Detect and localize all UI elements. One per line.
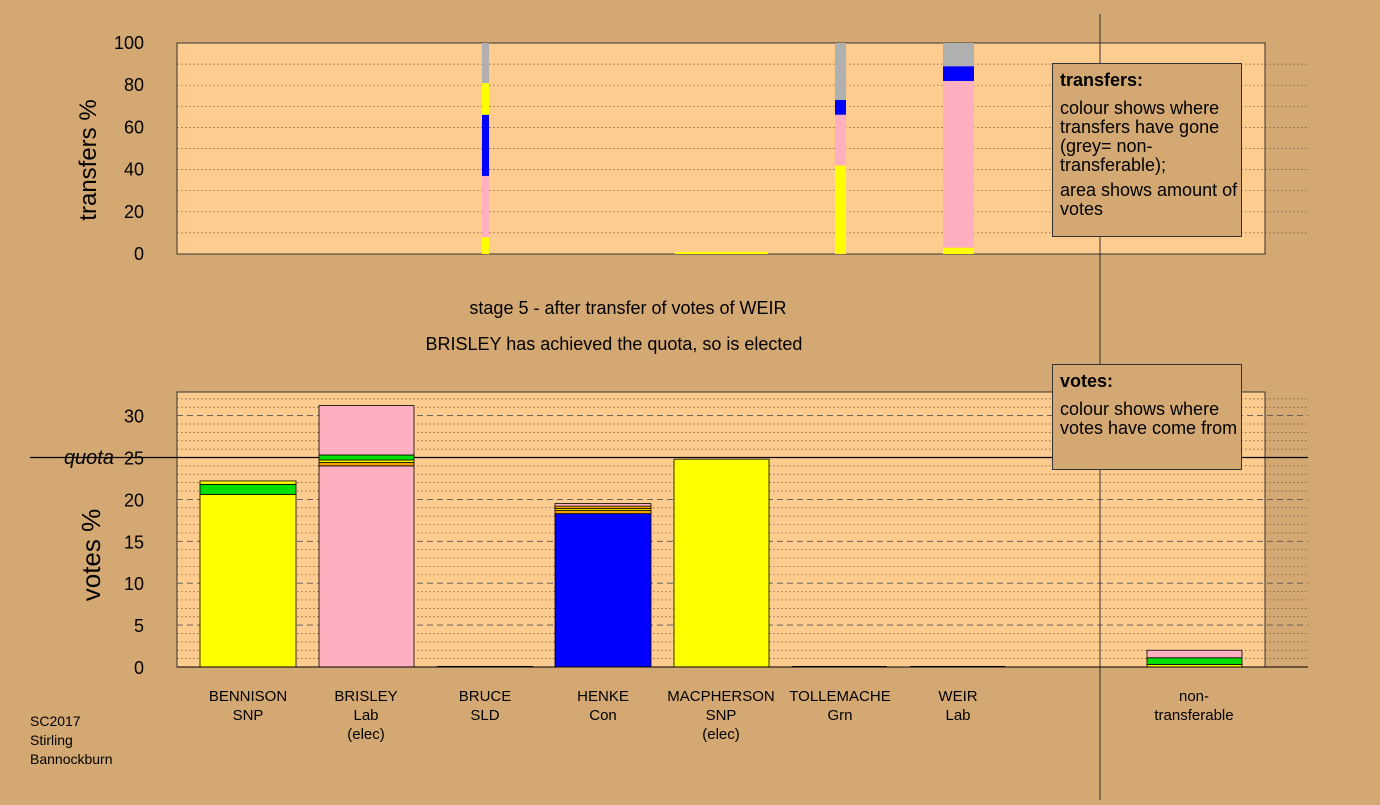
transfer-segment-weir-lab: [943, 80, 974, 248]
candidate-label-brisley-2: (elec): [347, 726, 385, 743]
candidate-label-henke-0: HENKE: [577, 688, 629, 705]
transfers-tick-label: 100: [114, 33, 144, 53]
stage-subtitle: BRISLEY has achieved the quota, so is el…: [426, 334, 803, 354]
votes-tick-label: 10: [124, 574, 144, 594]
votes-segment-brisley-sld: [318, 462, 415, 467]
transfer-segment-bruce-lab: [482, 175, 489, 238]
votes-tick-label: 0: [134, 658, 144, 678]
votes-axis-label: votes %: [76, 509, 106, 602]
votes-segment-non-transferable-grn: [1146, 657, 1243, 665]
candidate-label-weir-0: WEIR: [938, 688, 977, 705]
transfer-segment-bruce-snp: [482, 83, 489, 115]
votes-segment-bennison-snp: [199, 480, 297, 485]
candidate-label-bruce-1: SLD: [470, 707, 499, 724]
transfer-segment-henke-snp: [675, 251, 768, 254]
transfer-segment-tollemache-lab: [835, 114, 846, 166]
candidate-label-bennison-1: SNP: [233, 707, 264, 724]
transfer-segment-weir-snp: [943, 247, 974, 254]
transfers-tick-label: 0: [134, 244, 144, 264]
votes-legend: votes: colour shows where votes have com…: [1052, 364, 1242, 470]
candidate-label-bennison-0: BENNISON: [209, 688, 287, 705]
transfers-legend-text-2: area shows amount of votes: [1060, 180, 1238, 219]
footer-ward: Bannockburn: [30, 751, 113, 767]
votes-legend-text: colour shows where votes have come from: [1060, 399, 1238, 438]
candidate-label-macpherson-1: SNP: [706, 707, 737, 724]
votes-segment-brisley-lab: [318, 405, 415, 456]
votes-tick-label: 30: [124, 407, 144, 427]
votes-segment-henke-con: [554, 513, 652, 668]
transfer-segment-weir-con: [943, 66, 974, 81]
candidate-label-non-transferable-0: non-: [1179, 688, 1209, 705]
transfer-segment-bruce-snp: [482, 237, 489, 254]
votes-segment-brisley-lab: [318, 465, 415, 668]
votes-segment-brisley-grn: [318, 454, 415, 461]
votes-segment-non-transferable-lab: [1146, 649, 1243, 659]
transfer-segment-weir-nontransferable: [943, 43, 974, 67]
transfers-legend: transfers: colour shows where transfers …: [1052, 63, 1242, 237]
transfer-segment-bruce-con: [482, 114, 489, 176]
votes-segment-henke-sld: [554, 509, 652, 515]
quota-label: quota: [64, 447, 114, 469]
candidate-label-bruce-0: BRUCE: [459, 688, 512, 705]
candidate-label-weir-1: Lab: [945, 707, 970, 724]
transfers-legend-text: colour shows where transfers have gone (…: [1060, 98, 1220, 175]
votes-legend-title: votes:: [1060, 371, 1114, 391]
candidate-label-non-transferable-1: transferable: [1154, 707, 1233, 724]
candidate-label-macpherson-2: (elec): [702, 726, 740, 743]
candidate-label-brisley-0: BRISLEY: [334, 688, 397, 705]
votes-segment-henke-lab: [554, 503, 652, 507]
candidate-label-macpherson-0: MACPHERSON: [667, 688, 775, 705]
votes-tick-label: 15: [124, 532, 144, 552]
transfers-tick-label: 80: [124, 75, 144, 95]
votes-segment-macpherson-snp: [673, 458, 770, 668]
votes-tick-label: 20: [124, 490, 144, 510]
votes-segment-bennison-grn: [199, 483, 297, 495]
transfers-legend-title: transfers:: [1060, 70, 1144, 90]
candidate-label-brisley-1: Lab: [353, 707, 378, 724]
transfers-tick-label: 40: [124, 160, 144, 180]
footer-council: Stirling: [30, 732, 73, 748]
footer-election-code: SC2017: [30, 713, 81, 729]
candidate-label-tollemache-1: Grn: [827, 707, 852, 724]
transfer-segment-tollemache-snp: [835, 165, 846, 254]
transfers-axis-label: transfers %: [75, 99, 102, 220]
transfer-segment-tollemache-nontransferable: [835, 43, 846, 100]
stage-title: stage 5 - after transfer of votes of WEI…: [469, 298, 786, 318]
transfer-segment-tollemache-con: [835, 99, 846, 115]
candidate-label-tollemache-0: TOLLEMACHE: [789, 688, 890, 705]
transfers-tick-label: 20: [124, 202, 144, 222]
candidate-label-henke-1: Con: [589, 707, 617, 724]
transfers-tick-label: 60: [124, 117, 144, 137]
transfer-segment-bruce-nontransferable: [482, 43, 489, 84]
election-footer: SC2017 Stirling Bannockburn: [30, 712, 113, 769]
votes-tick-label: 5: [134, 616, 144, 636]
votes-tick-label-quota: 25: [124, 449, 144, 469]
votes-segment-bennison-snp: [199, 493, 297, 668]
